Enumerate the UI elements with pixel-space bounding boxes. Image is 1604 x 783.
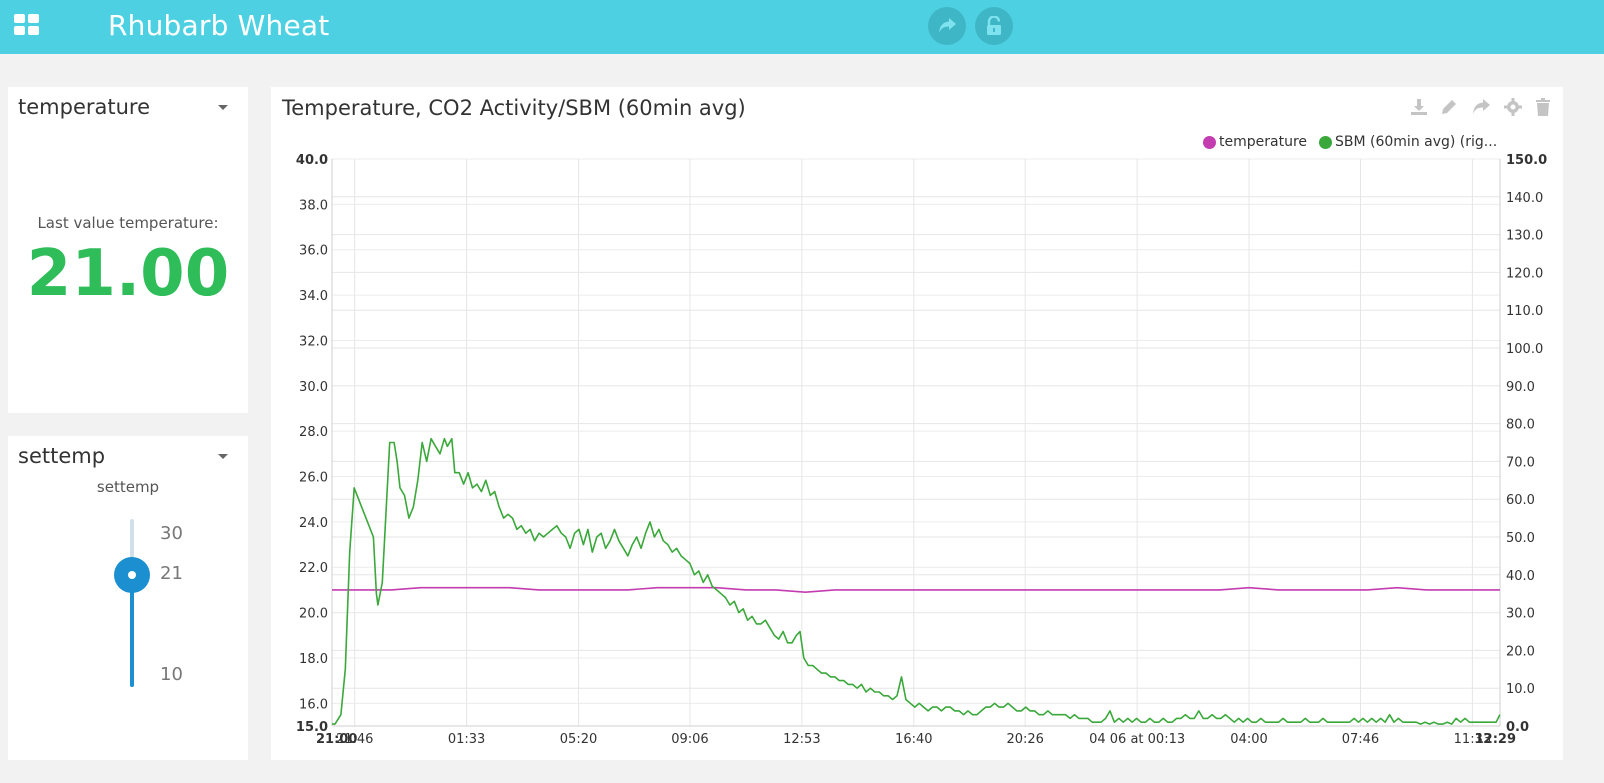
line-chart: 0.0 10.0 20.0 30.0 40.0 50.0 60.0 70.0 80.0 90.0 1… [296, 153, 1547, 747]
y-left-tick-label: 28.0 [299, 425, 328, 440]
widget-menu-caret-icon[interactable] [218, 454, 228, 459]
chart-title: Temperature, CO2 Activity/SBM (60min avg… [282, 96, 746, 120]
x-tick-label: 12:53 [783, 732, 820, 747]
legend-swatch [1319, 135, 1332, 149]
settemp-slider-track[interactable] [130, 519, 134, 687]
legend-label: SBM (60min avg) (rig... [1335, 134, 1498, 150]
y-right-tick-label: 120.0 [1506, 266, 1543, 281]
y-right-tick-label: 10.0 [1506, 682, 1535, 697]
legend-item-temperature[interactable]: temperature [1203, 134, 1307, 150]
y-right-tick-label: 60.0 [1506, 493, 1535, 508]
y-right-tick-label: 110.0 [1506, 304, 1543, 319]
widget-title: temperature [18, 95, 150, 119]
trash-icon[interactable] [1533, 97, 1553, 117]
top-bar: Rhubarb Wheat [0, 0, 1604, 54]
x-tick-label: 20:26 [1006, 732, 1043, 747]
x-tick-label: 04 06 at 00:13 [1089, 732, 1185, 747]
share-icon [939, 18, 956, 33]
y-right-tick-label: 100.0 [1506, 342, 1543, 357]
x-tick-label: 07:46 [1342, 732, 1379, 747]
y-left-tick-label: 32.0 [299, 334, 328, 349]
edit-icon[interactable] [1439, 97, 1459, 117]
settings-icon[interactable] [1503, 97, 1523, 117]
y-right-tick-label: 30.0 [1506, 607, 1535, 622]
settemp-slider-handle[interactable] [114, 556, 150, 593]
unlock-button[interactable] [975, 7, 1013, 45]
x-tick-label: 04:00 [1230, 732, 1267, 747]
last-value-label: Last value temperature: [37, 214, 219, 232]
x-tick-label: 11:33 [1454, 732, 1491, 747]
slider-tick-min: 10 [160, 664, 183, 685]
widget-menu-caret-icon[interactable] [218, 105, 228, 110]
y-right-tick-label: 50.0 [1506, 531, 1535, 546]
y-right-tick-label: 90.0 [1506, 380, 1535, 395]
y-right-tick-label: 130.0 [1506, 229, 1543, 244]
x-tick-label: 09:06 [671, 732, 708, 747]
y-left-tick-label: 20.0 [299, 607, 328, 622]
x-tick-label: 01:33 [448, 732, 485, 747]
settemp-widget: settemp settemp 30 21 10 [8, 436, 248, 760]
series-line [332, 437, 1501, 725]
y-left-tick-label: 38.0 [299, 198, 328, 213]
y-left-tick-label: 30.0 [299, 380, 328, 395]
y-right-tick-label: 70.0 [1506, 455, 1535, 470]
y-left-tick-label: 34.0 [299, 289, 328, 304]
x-tick-label: 16:40 [895, 732, 932, 747]
temperature-widget: temperature Last value temperature: 21.0… [8, 87, 248, 413]
y-right-tick-label: 80.0 [1506, 418, 1535, 433]
x-tick-label: 05:20 [560, 732, 597, 747]
y-right-tick-label: 40.0 [1506, 569, 1535, 584]
slider-tick-value: 21 [160, 562, 183, 584]
last-value-number: 21.00 [26, 237, 230, 311]
y-left-tick-label: 15.0 [296, 720, 328, 735]
series-line [332, 586, 1500, 593]
y-left-tick-label: 40.0 [296, 153, 328, 168]
slider-caption: settemp [96, 478, 160, 496]
y-left-tick-label: 36.0 [299, 244, 328, 259]
dashboard-menu-icon[interactable] [14, 14, 40, 37]
chart-widget: Temperature, CO2 Activity/SBM (60min avg… [271, 87, 1563, 760]
legend-swatch [1203, 135, 1216, 149]
y-right-tick-label: 20.0 [1506, 644, 1535, 659]
share-icon[interactable] [1471, 97, 1491, 117]
unlock-icon [987, 16, 1001, 35]
y-right-tick-label: 150.0 [1506, 153, 1547, 168]
y-left-tick-label: 24.0 [299, 516, 328, 531]
download-icon[interactable] [1409, 97, 1429, 117]
x-tick-label: 21:46 [336, 732, 373, 747]
widget-title: settemp [18, 444, 106, 468]
legend-label: temperature [1219, 134, 1307, 150]
y-left-tick-label: 16.0 [299, 697, 328, 712]
legend-item-sbm[interactable]: SBM (60min avg) (rig... [1319, 134, 1497, 150]
y-left-tick-label: 18.0 [299, 652, 328, 667]
y-right-tick-label: 0.0 [1506, 720, 1529, 735]
y-right-tick-label: 140.0 [1506, 191, 1543, 206]
slider-tick-max: 30 [160, 523, 183, 544]
x-tick-label: 12:29 [1475, 732, 1516, 747]
settemp-slider-fill [130, 574, 134, 687]
y-left-tick-label: 22.0 [299, 561, 328, 576]
app-title: Rhubarb Wheat [108, 9, 330, 42]
share-button[interactable] [928, 7, 966, 45]
x-tick-label: 21:00 [316, 732, 357, 747]
y-left-tick-label: 26.0 [299, 471, 328, 486]
